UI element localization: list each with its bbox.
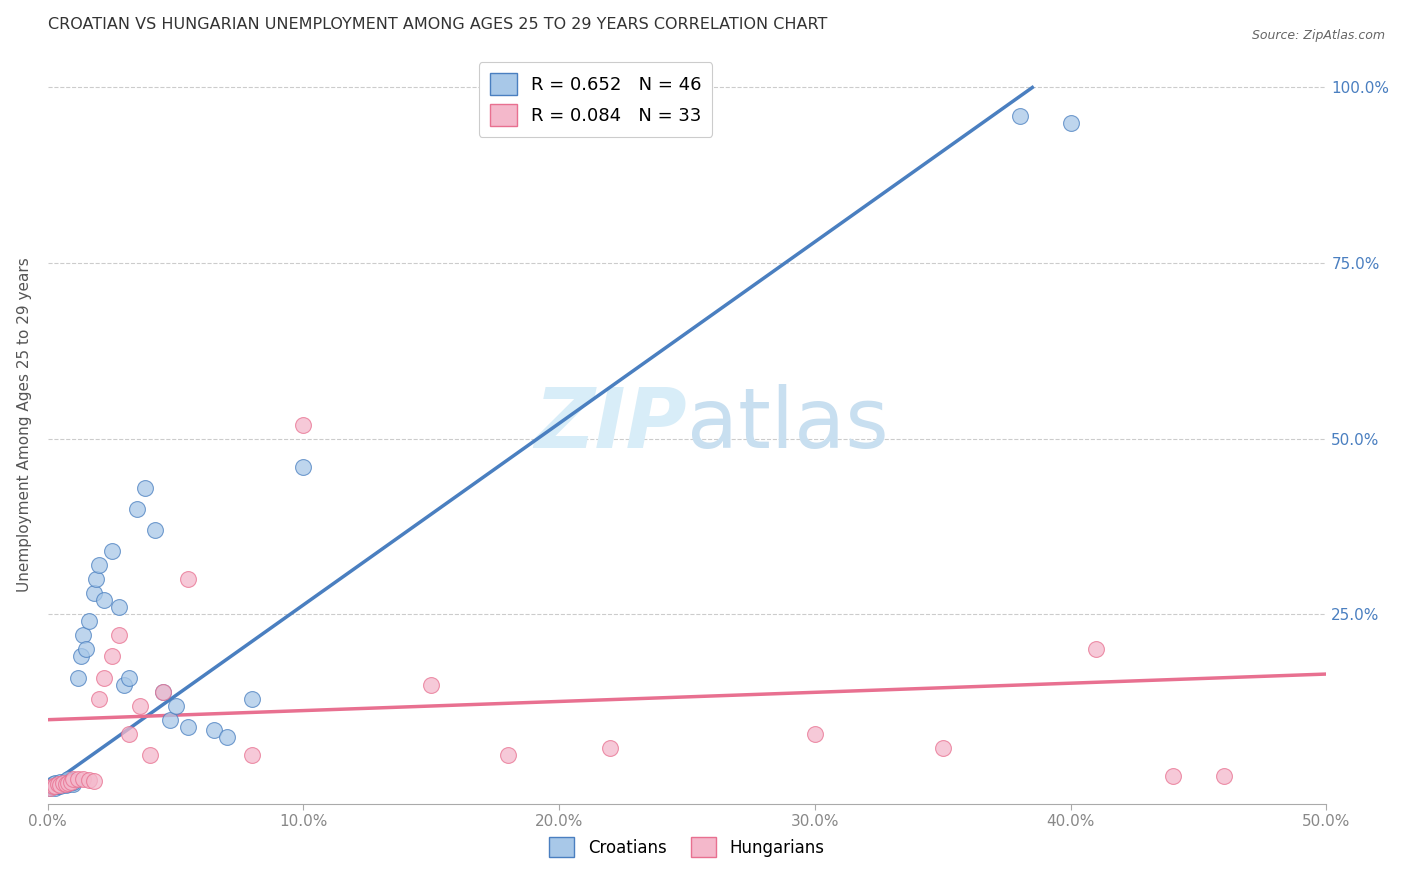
Point <box>56 772 79 787</box>
Point <box>118 671 141 685</box>
Point <box>55 778 77 792</box>
Point <box>44 780 66 795</box>
Point <box>599 740 621 755</box>
Point <box>139 747 162 762</box>
Point <box>62 772 84 787</box>
Point <box>67 772 90 787</box>
Point <box>215 731 238 745</box>
Point <box>1008 109 1031 123</box>
Point <box>159 713 181 727</box>
Point <box>59 776 82 790</box>
Legend: Croatians, Hungarians: Croatians, Hungarians <box>543 830 831 864</box>
Point <box>108 600 131 615</box>
Point <box>39 780 62 795</box>
Point <box>128 698 150 713</box>
Point <box>177 572 200 586</box>
Point <box>93 671 115 685</box>
Point <box>55 777 77 791</box>
Point <box>1213 769 1236 783</box>
Point <box>152 684 174 698</box>
Y-axis label: Unemployment Among Ages 25 to 29 years: Unemployment Among Ages 25 to 29 years <box>17 257 32 592</box>
Point <box>112 677 135 691</box>
Point <box>804 727 827 741</box>
Point <box>240 691 263 706</box>
Point <box>84 572 107 586</box>
Point <box>177 720 200 734</box>
Point <box>1085 642 1108 657</box>
Point <box>1060 115 1083 129</box>
Text: CROATIAN VS HUNGARIAN UNEMPLOYMENT AMONG AGES 25 TO 29 YEARS CORRELATION CHART: CROATIAN VS HUNGARIAN UNEMPLOYMENT AMONG… <box>48 17 827 32</box>
Point <box>75 642 97 657</box>
Point <box>143 523 166 537</box>
Text: ZIP: ZIP <box>534 384 688 465</box>
Text: Source: ZipAtlas.com: Source: ZipAtlas.com <box>1251 29 1385 42</box>
Point <box>44 780 66 794</box>
Point <box>152 684 174 698</box>
Point <box>44 776 66 790</box>
Point <box>42 777 65 791</box>
Point <box>52 777 75 791</box>
Point <box>67 671 90 685</box>
Point <box>100 649 122 664</box>
Point <box>420 677 443 691</box>
Point <box>59 774 82 789</box>
Point <box>77 773 100 788</box>
Point <box>292 417 315 432</box>
Point <box>134 481 156 495</box>
Point <box>202 723 225 738</box>
Point <box>72 628 94 642</box>
Point <box>39 780 62 795</box>
Point <box>49 778 72 792</box>
Point <box>52 776 75 790</box>
Point <box>42 780 65 794</box>
Point <box>42 780 65 794</box>
Point <box>100 544 122 558</box>
Text: atlas: atlas <box>688 384 889 465</box>
Point <box>496 747 519 762</box>
Point <box>77 615 100 629</box>
Point <box>118 727 141 741</box>
Point <box>62 774 84 789</box>
Point <box>87 691 110 706</box>
Point <box>46 777 69 791</box>
Point <box>93 593 115 607</box>
Point <box>56 776 79 790</box>
Point <box>240 747 263 762</box>
Point <box>83 773 105 788</box>
Point <box>70 649 93 664</box>
Point <box>83 586 105 600</box>
Point <box>39 779 62 793</box>
Point <box>87 558 110 573</box>
Point <box>108 628 131 642</box>
Point <box>56 777 79 791</box>
Point <box>59 773 82 788</box>
Point <box>165 698 187 713</box>
Point <box>49 780 72 794</box>
Point <box>46 777 69 791</box>
Point <box>46 779 69 793</box>
Point <box>52 776 75 790</box>
Point <box>49 774 72 789</box>
Point <box>72 772 94 786</box>
Point <box>127 502 149 516</box>
Point <box>292 459 315 474</box>
Point <box>932 740 955 755</box>
Point <box>44 780 66 794</box>
Point <box>62 777 84 791</box>
Point <box>1161 769 1184 783</box>
